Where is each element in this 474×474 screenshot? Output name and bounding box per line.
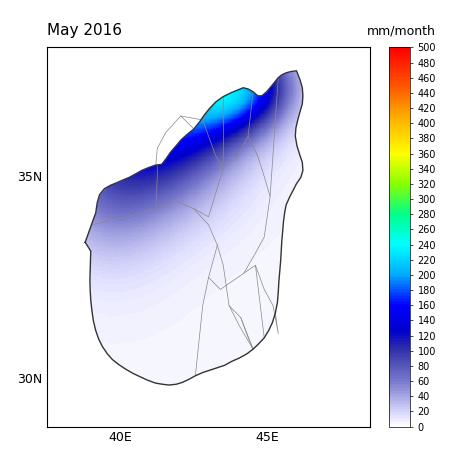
PathPatch shape — [18, 7, 399, 467]
Text: mm/month: mm/month — [367, 25, 436, 38]
Text: May 2016: May 2016 — [47, 23, 122, 38]
